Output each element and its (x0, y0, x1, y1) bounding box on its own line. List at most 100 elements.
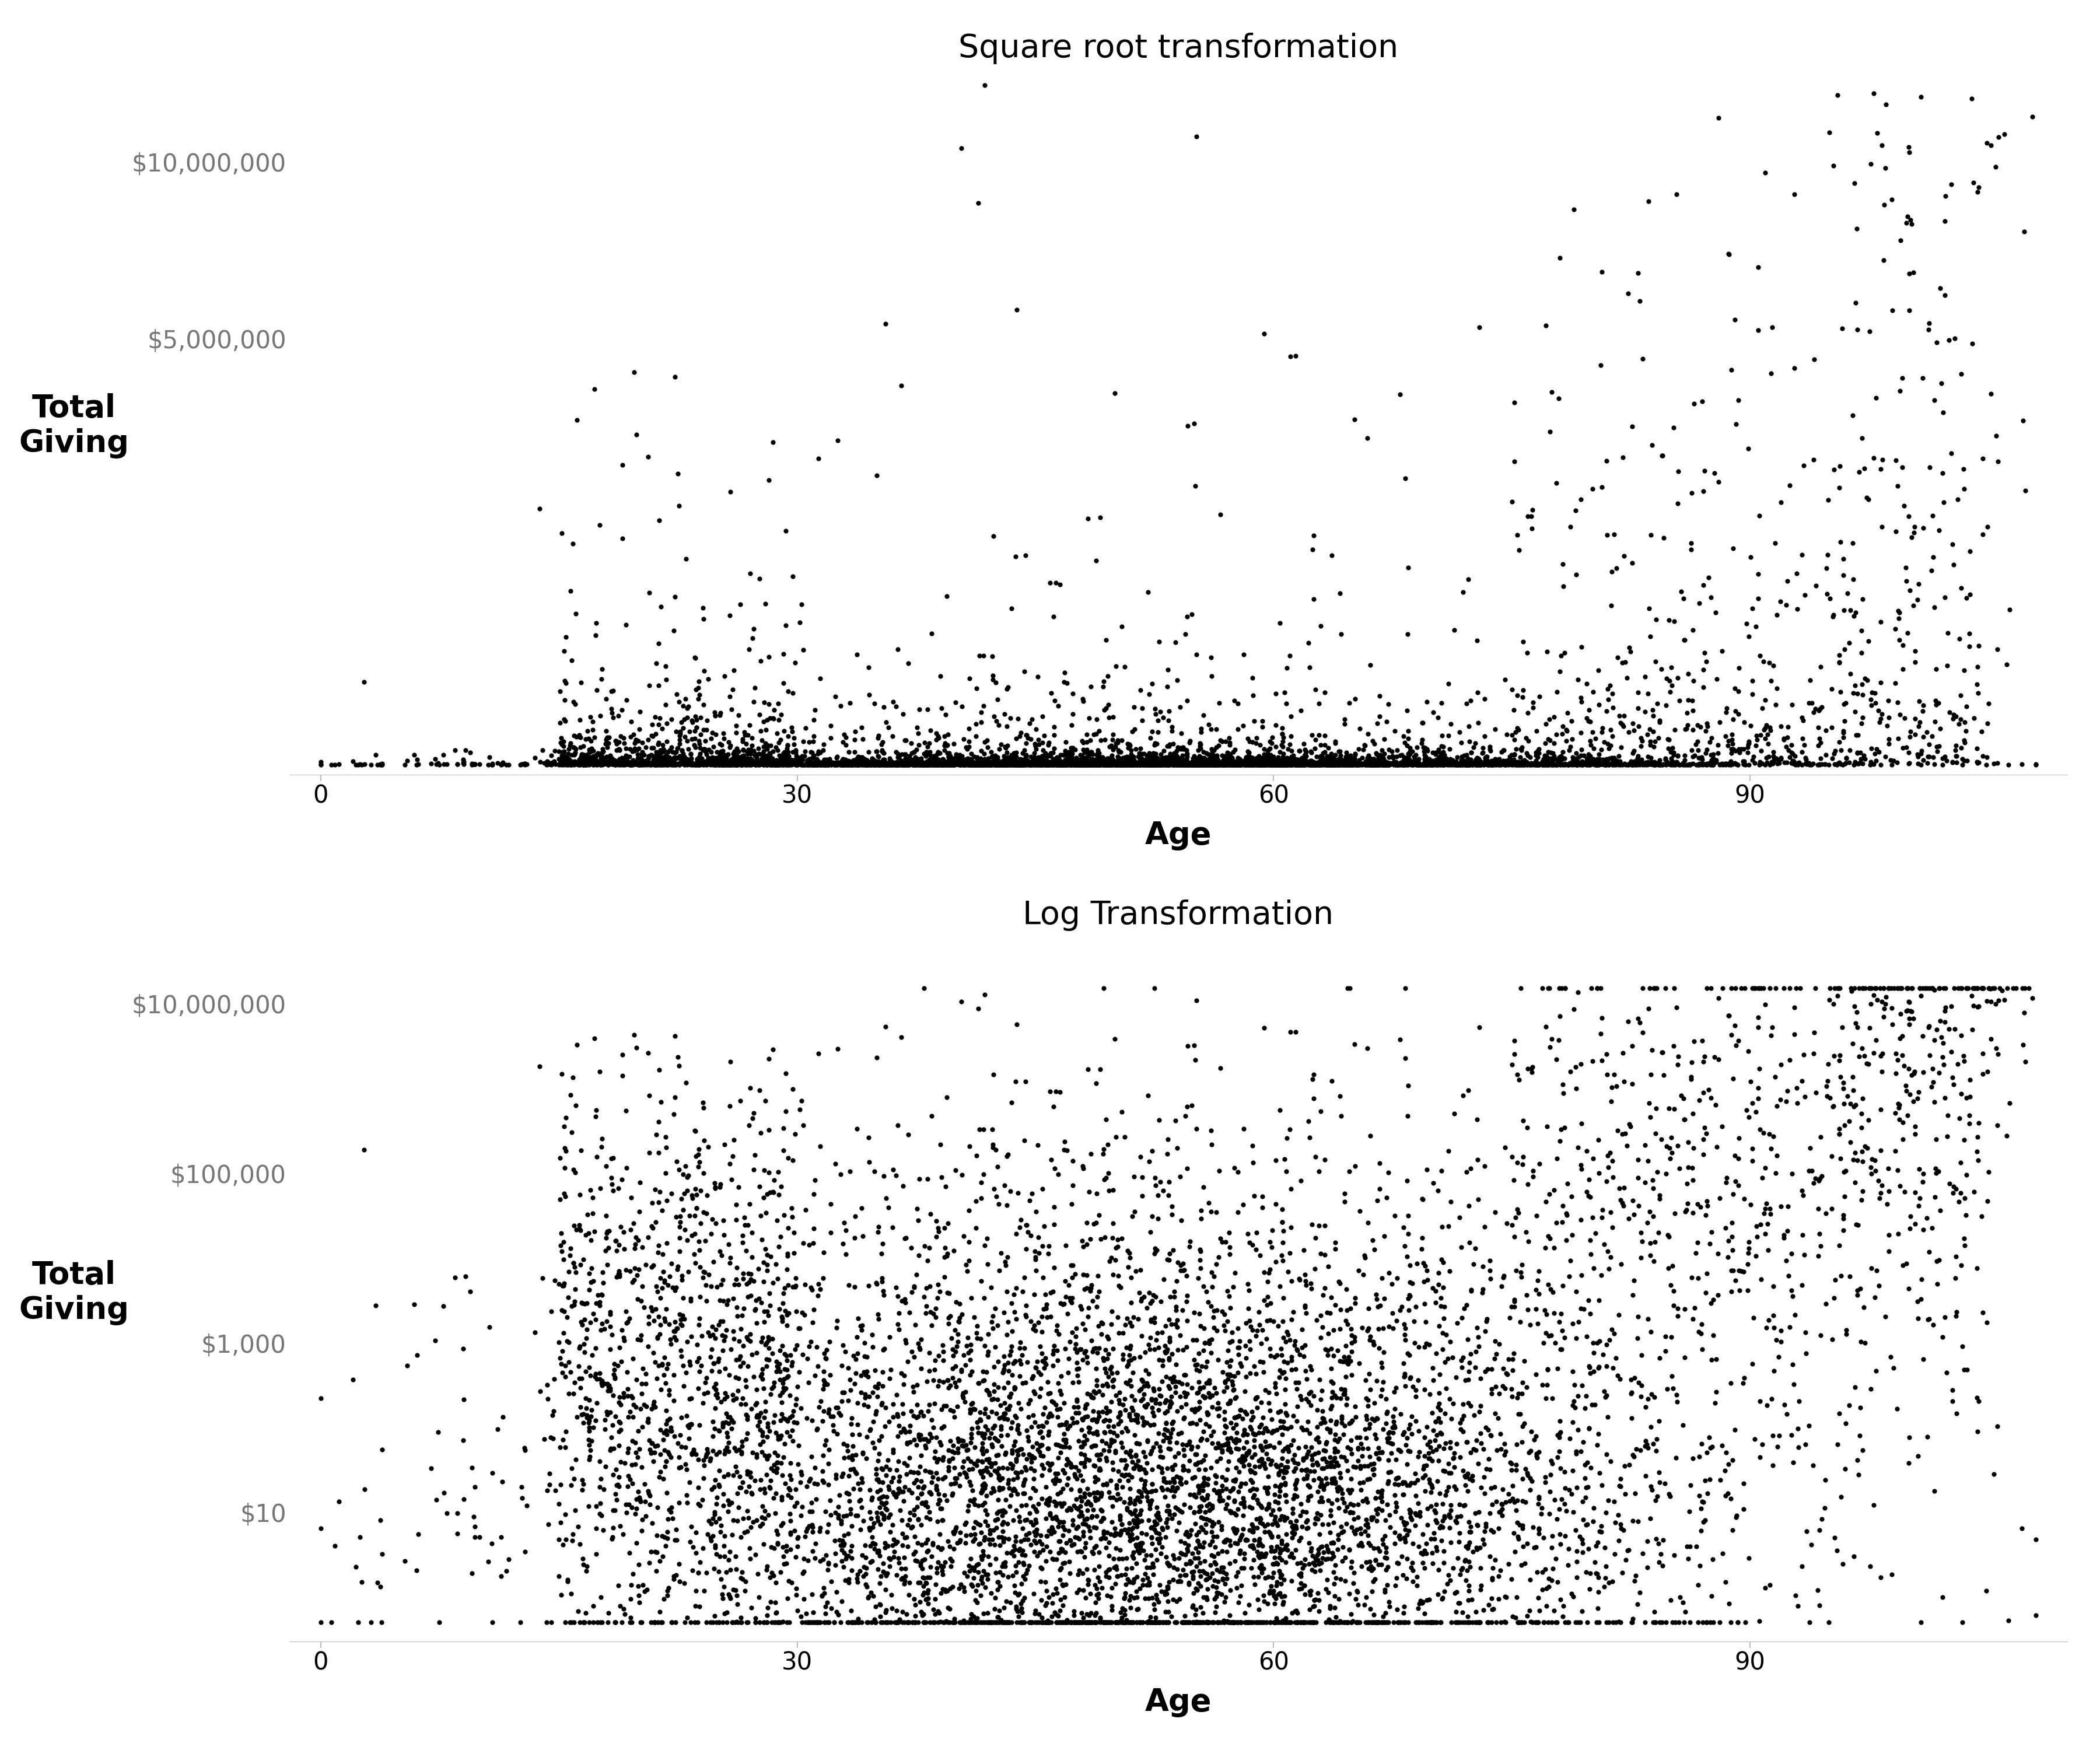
Point (706, 1286, 739, 1314)
Point (1084, 751, 1117, 779)
Point (1407, 749, 1441, 777)
Point (1090, 751, 1124, 779)
Point (1096, 1545, 1130, 1573)
Point (756, 1178, 790, 1206)
Point (788, 1522, 821, 1550)
Point (1239, 751, 1273, 779)
Point (907, 1608, 941, 1636)
Point (1094, 751, 1128, 779)
Point (945, 747, 979, 775)
Point (1321, 737, 1354, 765)
Point (590, 1223, 624, 1251)
Point (1220, 1608, 1254, 1636)
Point (1405, 730, 1438, 758)
Point (1420, 749, 1453, 777)
Point (2018, 1526, 2052, 1554)
Point (1130, 1477, 1163, 1505)
Point (1136, 1377, 1170, 1405)
Point (1336, 751, 1369, 779)
Point (937, 1608, 970, 1636)
Point (1510, 1460, 1544, 1488)
Point (590, 726, 624, 754)
Point (1544, 243, 1577, 271)
Point (615, 1269, 649, 1297)
Point (1258, 1488, 1292, 1516)
Point (1426, 751, 1459, 779)
Point (1369, 1183, 1403, 1211)
Point (872, 751, 905, 779)
Point (1218, 1153, 1252, 1181)
Point (573, 735, 607, 763)
Point (1304, 1533, 1338, 1561)
Point (531, 751, 565, 779)
Point (531, 1477, 565, 1505)
Point (766, 747, 800, 775)
Point (1033, 749, 1067, 777)
Point (1331, 746, 1365, 774)
Point (643, 1311, 676, 1339)
Point (575, 1340, 609, 1368)
Point (998, 1542, 1031, 1570)
Point (1464, 1608, 1497, 1636)
Point (1016, 1493, 1050, 1521)
Point (953, 1398, 987, 1426)
Point (1785, 541, 1819, 569)
Point (1258, 751, 1292, 779)
Point (947, 724, 981, 752)
Point (1073, 1491, 1107, 1519)
Point (1224, 1489, 1258, 1517)
Point (588, 1370, 622, 1398)
Point (941, 746, 974, 774)
Point (1128, 747, 1161, 775)
Point (1002, 751, 1035, 779)
Point (1338, 751, 1371, 779)
Point (1191, 751, 1224, 779)
Point (1201, 1608, 1235, 1636)
Point (1138, 1507, 1172, 1535)
Point (603, 737, 636, 765)
Point (550, 751, 584, 779)
Point (1082, 749, 1115, 777)
Point (1105, 612, 1138, 640)
Point (1138, 744, 1172, 772)
Point (1121, 751, 1155, 779)
Point (1890, 975, 1924, 1003)
Point (1842, 738, 1875, 766)
Point (1334, 1348, 1367, 1376)
Point (1151, 1246, 1184, 1274)
Point (1260, 1146, 1294, 1174)
Point (1124, 751, 1157, 779)
Point (995, 1409, 1029, 1437)
Point (1296, 1066, 1329, 1094)
Point (972, 751, 1006, 779)
Point (1892, 723, 1926, 751)
Point (1084, 1482, 1117, 1510)
Point (880, 1608, 914, 1636)
Point (1392, 749, 1426, 777)
Point (970, 751, 1004, 779)
Point (1506, 1412, 1539, 1440)
Point (584, 749, 617, 777)
Point (1182, 1264, 1216, 1292)
Point (1113, 751, 1147, 779)
Point (1050, 749, 1084, 777)
Point (563, 705, 596, 733)
Point (808, 1592, 842, 1620)
Point (945, 749, 979, 777)
Point (1157, 1278, 1191, 1306)
Point (731, 749, 764, 777)
Point (542, 1270, 575, 1298)
Point (806, 1466, 840, 1494)
Point (1082, 1563, 1115, 1591)
Point (819, 1578, 853, 1606)
Point (1932, 1015, 1966, 1043)
Point (1468, 751, 1501, 779)
Point (928, 732, 962, 760)
Point (1462, 1498, 1495, 1526)
Point (1418, 1367, 1451, 1395)
Point (548, 667, 582, 695)
Point (1254, 735, 1287, 763)
Point (1917, 593, 1951, 621)
Point (1380, 1489, 1413, 1517)
Point (1014, 751, 1048, 779)
